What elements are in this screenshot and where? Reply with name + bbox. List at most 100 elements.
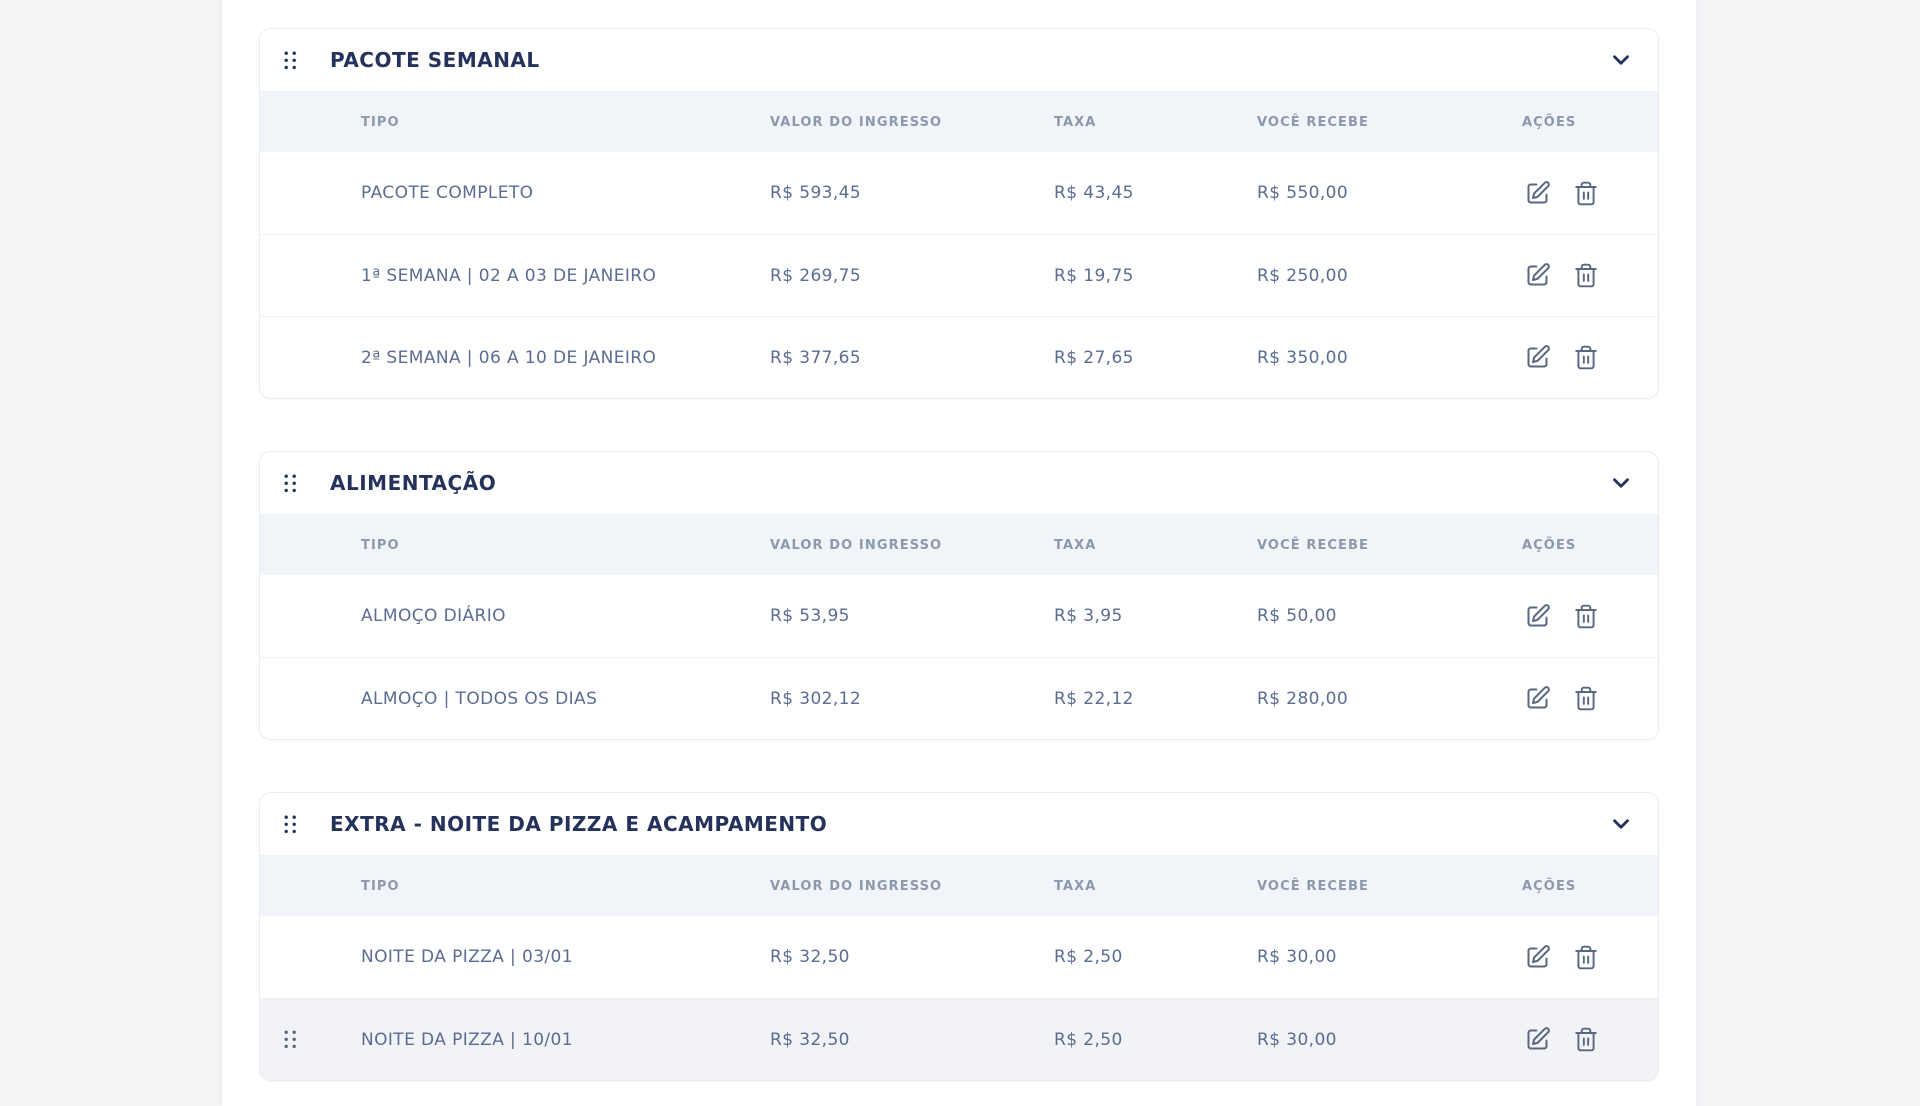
- section-header[interactable]: PACOTE SEMANAL: [260, 29, 1658, 91]
- column-header-recebe: VOCÊ RECEBE: [1257, 114, 1370, 130]
- chevron-down-icon[interactable]: [1608, 470, 1634, 496]
- edit-icon: [1524, 685, 1551, 712]
- cell-valor-ingresso: R$ 32,50: [770, 1029, 850, 1050]
- table-row: 1ª SEMANA | 02 A 03 DE JANEIRO R$ 269,75…: [260, 234, 1658, 316]
- cell-acoes: [1522, 1026, 1658, 1053]
- section-drag-handle-icon[interactable]: [284, 474, 297, 493]
- chevron-down-icon[interactable]: [1608, 811, 1634, 837]
- cell-tipo: ALMOÇO | TODOS OS DIAS: [361, 688, 598, 709]
- section-header[interactable]: EXTRA - NOITE DA PIZZA E ACAMPAMENTO: [260, 793, 1658, 855]
- column-header-spacer: [260, 515, 361, 575]
- cell-taxa: R$ 19,75: [1054, 265, 1134, 286]
- cell-tipo: 1ª SEMANA | 02 A 03 DE JANEIRO: [361, 265, 657, 286]
- delete-button[interactable]: [1573, 1026, 1599, 1053]
- grip-dots-glyph: [284, 474, 296, 492]
- section-title: ALIMENTAÇÃO: [330, 471, 497, 495]
- delete-button[interactable]: [1573, 944, 1599, 971]
- table-row: ALMOÇO | TODOS OS DIAS R$ 302,12 R$ 22,1…: [260, 657, 1658, 739]
- delete-button[interactable]: [1573, 344, 1599, 371]
- cell-tipo: PACOTE COMPLETO: [361, 183, 534, 203]
- grip-dots-glyph: [284, 1030, 296, 1049]
- pricing-section-card: EXTRA - NOITE DA PIZZA E ACAMPAMENTO TIP…: [259, 792, 1659, 1081]
- cell-voce-recebe: R$ 30,00: [1257, 1029, 1337, 1050]
- edit-button[interactable]: [1524, 180, 1551, 207]
- cell-tipo: NOITE DA PIZZA | 10/01: [361, 1029, 573, 1050]
- column-header-recebe: VOCÊ RECEBE: [1257, 878, 1370, 894]
- cell-voce-recebe: R$ 30,00: [1257, 947, 1337, 967]
- pricing-section-card: ALIMENTAÇÃO TIPO VALOR DO INGRESSO TAXA …: [259, 451, 1659, 740]
- column-header-acoes: AÇÕES: [1522, 114, 1577, 130]
- grip-dots-glyph: [284, 51, 296, 69]
- delete-button[interactable]: [1573, 262, 1599, 289]
- trash-icon: [1573, 262, 1599, 289]
- table-body: ALMOÇO DIÁRIO R$ 53,95 R$ 3,95 R$ 50,00: [260, 575, 1658, 739]
- cell-tipo: NOITE DA PIZZA | 03/01: [361, 947, 573, 967]
- sections-container: PACOTE SEMANAL TIPO VALOR DO INGRESSO TA…: [222, 0, 1696, 1081]
- table-row: ALMOÇO DIÁRIO R$ 53,95 R$ 3,95 R$ 50,00: [260, 575, 1658, 657]
- edit-button[interactable]: [1524, 1026, 1551, 1053]
- cell-acoes: [1522, 180, 1658, 207]
- cell-valor-ingresso: R$ 302,12: [770, 688, 862, 709]
- chevron-down-icon[interactable]: [1608, 47, 1634, 73]
- table-body: PACOTE COMPLETO R$ 593,45 R$ 43,45 R$ 55…: [260, 152, 1658, 398]
- table-body: NOITE DA PIZZA | 03/01 R$ 32,50 R$ 2,50 …: [260, 916, 1658, 1080]
- cell-acoes: [1522, 603, 1658, 630]
- cell-tipo: 2ª SEMANA | 06 A 10 DE JANEIRO: [361, 347, 657, 368]
- table-row: NOITE DA PIZZA | 10/01 R$ 32,50 R$ 2,50 …: [260, 998, 1658, 1080]
- table-row: PACOTE COMPLETO R$ 593,45 R$ 43,45 R$ 55…: [260, 152, 1658, 234]
- column-header-spacer: [260, 92, 361, 152]
- column-header-spacer: [260, 856, 361, 916]
- table-row: NOITE DA PIZZA | 03/01 R$ 32,50 R$ 2,50 …: [260, 916, 1658, 998]
- column-header-tipo: TIPO: [361, 537, 400, 553]
- delete-button[interactable]: [1573, 180, 1599, 207]
- column-header-acoes: AÇÕES: [1522, 878, 1577, 894]
- cell-valor-ingresso: R$ 377,65: [770, 347, 862, 368]
- cell-valor-ingresso: R$ 53,95: [770, 606, 850, 626]
- edit-icon: [1524, 1026, 1551, 1053]
- delete-button[interactable]: [1573, 603, 1599, 630]
- cell-taxa: R$ 22,12: [1054, 688, 1134, 709]
- column-header-taxa: TAXA: [1054, 537, 1097, 553]
- cell-acoes: [1522, 944, 1658, 971]
- cell-voce-recebe: R$ 350,00: [1257, 347, 1349, 368]
- cell-valor-ingresso: R$ 593,45: [770, 183, 862, 203]
- table-header-row: TIPO VALOR DO INGRESSO TAXA VOCÊ RECEBE …: [260, 855, 1658, 916]
- edit-button[interactable]: [1524, 344, 1551, 371]
- trash-icon: [1573, 1026, 1599, 1053]
- table-row: 2ª SEMANA | 06 A 10 DE JANEIRO R$ 377,65…: [260, 316, 1658, 398]
- trash-icon: [1573, 180, 1599, 207]
- row-drag-handle-icon[interactable]: [284, 1030, 297, 1049]
- cell-voce-recebe: R$ 280,00: [1257, 688, 1349, 709]
- edit-icon: [1524, 262, 1551, 289]
- delete-button[interactable]: [1573, 685, 1599, 712]
- column-header-valor: VALOR DO INGRESSO: [770, 878, 943, 894]
- trash-icon: [1573, 944, 1599, 971]
- cell-voce-recebe: R$ 550,00: [1257, 183, 1349, 203]
- edit-button[interactable]: [1524, 262, 1551, 289]
- cell-acoes: [1522, 344, 1658, 371]
- section-drag-handle-icon[interactable]: [284, 815, 297, 834]
- column-header-taxa: TAXA: [1054, 878, 1097, 894]
- trash-icon: [1573, 685, 1599, 712]
- table-header-row: TIPO VALOR DO INGRESSO TAXA VOCÊ RECEBE …: [260, 91, 1658, 152]
- cell-valor-ingresso: R$ 32,50: [770, 947, 850, 967]
- column-header-recebe: VOCÊ RECEBE: [1257, 537, 1370, 553]
- cell-taxa: R$ 43,45: [1054, 183, 1134, 203]
- cell-taxa: R$ 27,65: [1054, 347, 1134, 368]
- trash-icon: [1573, 344, 1599, 371]
- cell-valor-ingresso: R$ 269,75: [770, 265, 862, 286]
- cell-taxa: R$ 2,50: [1054, 1029, 1123, 1050]
- edit-button[interactable]: [1524, 685, 1551, 712]
- column-header-tipo: TIPO: [361, 878, 400, 894]
- cell-acoes: [1522, 262, 1658, 289]
- column-header-valor: VALOR DO INGRESSO: [770, 537, 943, 553]
- section-drag-handle-icon[interactable]: [284, 51, 297, 70]
- cell-voce-recebe: R$ 250,00: [1257, 265, 1349, 286]
- section-title: EXTRA - NOITE DA PIZZA E ACAMPAMENTO: [330, 812, 828, 836]
- content-panel: PACOTE SEMANAL TIPO VALOR DO INGRESSO TA…: [222, 0, 1696, 1106]
- cell-voce-recebe: R$ 50,00: [1257, 606, 1337, 626]
- section-header[interactable]: ALIMENTAÇÃO: [260, 452, 1658, 514]
- edit-button[interactable]: [1524, 603, 1551, 630]
- edit-button[interactable]: [1524, 944, 1551, 971]
- cell-taxa: R$ 3,95: [1054, 606, 1123, 626]
